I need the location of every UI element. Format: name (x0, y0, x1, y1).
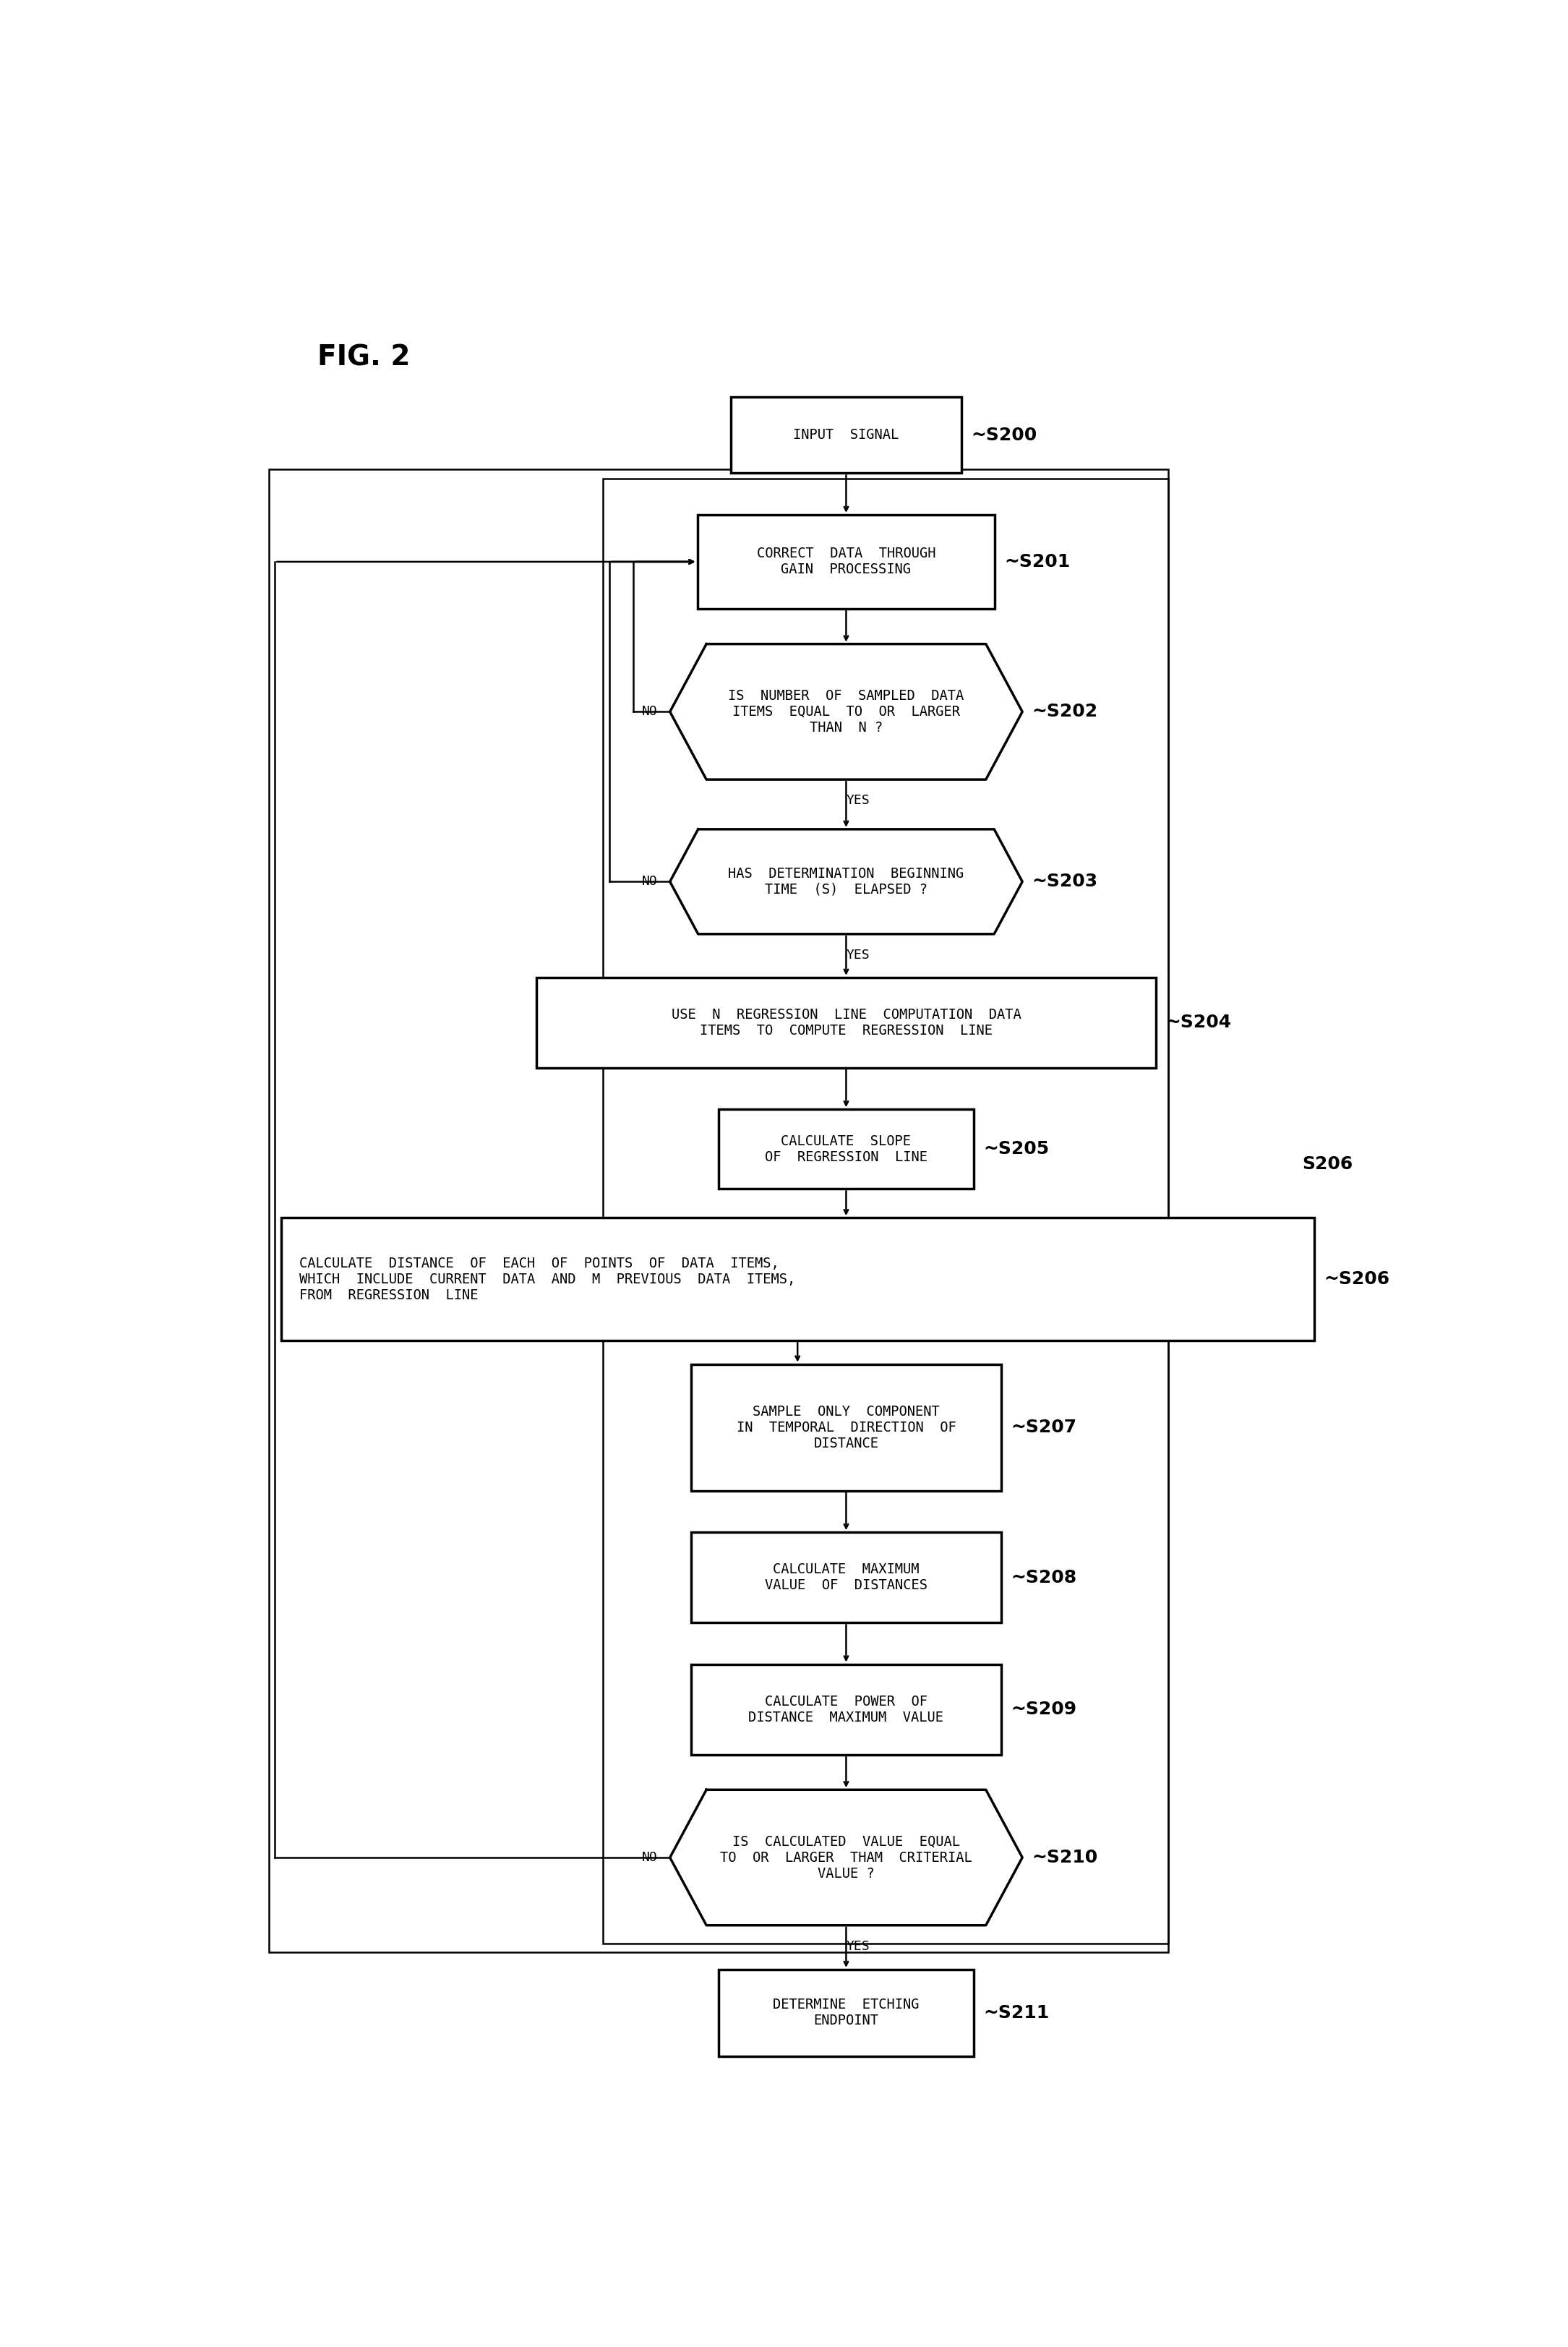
FancyBboxPatch shape (731, 397, 961, 474)
Text: ~S204: ~S204 (1165, 1014, 1231, 1030)
Text: HAS  DETERMINATION  BEGINNING
TIME  (S)  ELAPSED ?: HAS DETERMINATION BEGINNING TIME (S) ELA… (728, 866, 964, 897)
Text: CORRECT  DATA  THROUGH
GAIN  PROCESSING: CORRECT DATA THROUGH GAIN PROCESSING (757, 547, 936, 577)
Text: ~S211: ~S211 (983, 2004, 1049, 2021)
FancyBboxPatch shape (718, 1110, 974, 1190)
Text: ~S207: ~S207 (1011, 1418, 1077, 1436)
Text: SAMPLE  ONLY  COMPONENT
IN  TEMPORAL  DIRECTION  OF
DISTANCE: SAMPLE ONLY COMPONENT IN TEMPORAL DIRECT… (737, 1404, 956, 1450)
FancyBboxPatch shape (698, 514, 996, 608)
Text: S206: S206 (1323, 1183, 1375, 1199)
Text: YES: YES (847, 1939, 870, 1953)
Text: CALCULATE  MAXIMUM
VALUE  OF  DISTANCES: CALCULATE MAXIMUM VALUE OF DISTANCES (765, 1563, 927, 1591)
Text: IS  NUMBER  OF  SAMPLED  DATA
ITEMS  EQUAL  TO  OR  LARGER
THAN  N ?: IS NUMBER OF SAMPLED DATA ITEMS EQUAL TO… (728, 690, 964, 735)
FancyBboxPatch shape (281, 1218, 1314, 1340)
FancyBboxPatch shape (691, 1364, 1000, 1490)
Text: NO: NO (641, 704, 659, 718)
FancyBboxPatch shape (691, 1533, 1000, 1622)
Text: NO: NO (641, 1852, 659, 1864)
Text: USE  N  REGRESSION  LINE  COMPUTATION  DATA
ITEMS  TO  COMPUTE  REGRESSION  LINE: USE N REGRESSION LINE COMPUTATION DATA I… (671, 1007, 1021, 1037)
Text: IS  CALCULATED  VALUE  EQUAL
TO  OR  LARGER  THAM  CRITERIAL
VALUE ?: IS CALCULATED VALUE EQUAL TO OR LARGER T… (720, 1835, 972, 1880)
FancyBboxPatch shape (536, 976, 1156, 1068)
Text: ~S208: ~S208 (1011, 1568, 1077, 1587)
Text: S206: S206 (1301, 1155, 1353, 1174)
Polygon shape (670, 643, 1022, 779)
Polygon shape (670, 1791, 1022, 1925)
Text: ~S203: ~S203 (1032, 873, 1098, 890)
Text: DETERMINE  ETCHING
ENDPOINT: DETERMINE ETCHING ENDPOINT (773, 1997, 919, 2028)
Polygon shape (670, 828, 1022, 934)
Text: CALCULATE  DISTANCE  OF  EACH  OF  POINTS  OF  DATA  ITEMS,
WHICH  INCLUDE  CURR: CALCULATE DISTANCE OF EACH OF POINTS OF … (299, 1256, 795, 1303)
Text: ~S209: ~S209 (1011, 1702, 1077, 1718)
Text: INPUT  SIGNAL: INPUT SIGNAL (793, 430, 898, 441)
Text: YES: YES (847, 948, 870, 962)
Text: ~S206: ~S206 (1323, 1270, 1389, 1289)
Text: CALCULATE  SLOPE
OF  REGRESSION  LINE: CALCULATE SLOPE OF REGRESSION LINE (765, 1134, 927, 1164)
Text: ~S210: ~S210 (1032, 1849, 1098, 1866)
Text: CALCULATE  POWER  OF
DISTANCE  MAXIMUM  VALUE: CALCULATE POWER OF DISTANCE MAXIMUM VALU… (748, 1695, 944, 1725)
Text: ~S205: ~S205 (983, 1141, 1049, 1157)
FancyBboxPatch shape (718, 1969, 974, 2056)
Text: ~S200: ~S200 (971, 427, 1038, 444)
Text: ~S202: ~S202 (1032, 704, 1098, 721)
Text: FIG. 2: FIG. 2 (317, 343, 411, 371)
FancyBboxPatch shape (691, 1664, 1000, 1756)
Text: NO: NO (641, 875, 659, 887)
Text: ~S201: ~S201 (1005, 554, 1071, 570)
Text: YES: YES (847, 793, 870, 807)
